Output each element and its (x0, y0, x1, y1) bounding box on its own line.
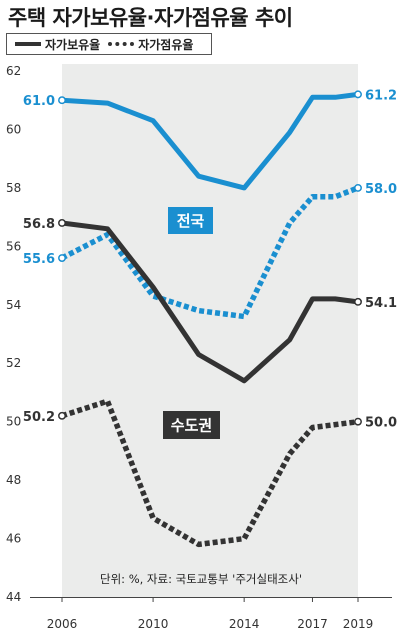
y-tick-label: 60 (6, 122, 21, 136)
x-tick-label: 2014 (229, 617, 260, 631)
group-badge-label: 전국 (177, 212, 205, 230)
endpoint-marker (58, 96, 66, 105)
y-tick-label: 54 (6, 298, 21, 312)
legend-item-dashed: 자가점유율 (108, 36, 193, 53)
dashed-line-swatch (108, 42, 135, 46)
series-line-수도권-자가점유율 (61, 398, 359, 548)
solid-line-swatch (15, 42, 41, 46)
data-label-end: 58.0 (365, 182, 397, 197)
y-tick-label: 58 (6, 181, 21, 195)
endpoint-marker (354, 90, 362, 99)
x-tick-label: 2017 (297, 617, 328, 631)
endpoint-marker (354, 417, 362, 426)
series-line-전국-자가점유율 (60, 185, 359, 320)
legend-label-solid: 자가보유율 (45, 37, 101, 52)
group-badge-bg (168, 207, 213, 234)
y-tick-label: 62 (6, 64, 21, 78)
y-tick-label: 52 (6, 356, 21, 370)
data-label-end: 54.1 (365, 296, 397, 311)
data-label-end: 61.2 (365, 88, 397, 103)
x-tick-label: 2006 (47, 617, 78, 631)
legend-item-solid: 자가보유율 (15, 36, 100, 53)
data-label-start: 55.6 (23, 252, 55, 267)
legend: 자가보유율 자가점유율 (6, 33, 212, 55)
legend-label-dashed: 자가점유율 (138, 37, 194, 52)
y-tick-label: 56 (6, 239, 21, 253)
data-label-start: 50.2 (23, 410, 55, 425)
endpoint-marker (58, 411, 66, 420)
source-note: 단위: %, 자료: 국토교통부 '주거실태조사' (100, 572, 302, 586)
y-tick-label: 44 (6, 590, 21, 604)
endpoint-marker (354, 183, 362, 192)
series-line-수도권-자가보유율 (59, 220, 361, 384)
y-tick-label: 48 (6, 473, 21, 487)
group-badge-bg (163, 411, 220, 439)
endpoint-marker (58, 254, 66, 262)
x-tick-label: 2010 (138, 617, 169, 631)
y-tick-label: 46 (6, 532, 21, 546)
data-label-start: 61.0 (23, 94, 55, 109)
data-label-end: 50.0 (365, 416, 397, 431)
endpoint-marker (58, 219, 66, 227)
plot-band (62, 64, 358, 597)
y-tick-label: 50 (6, 415, 21, 429)
chart-title: 주택 자가보유율·자가점유율 추이 (8, 6, 293, 30)
data-label-start: 56.8 (23, 217, 55, 232)
group-badge-label: 수도권 (171, 417, 212, 435)
series-line-전국-자가보유율 (59, 91, 361, 191)
endpoint-marker (354, 297, 362, 306)
x-tick-label: 2019 (343, 617, 374, 631)
